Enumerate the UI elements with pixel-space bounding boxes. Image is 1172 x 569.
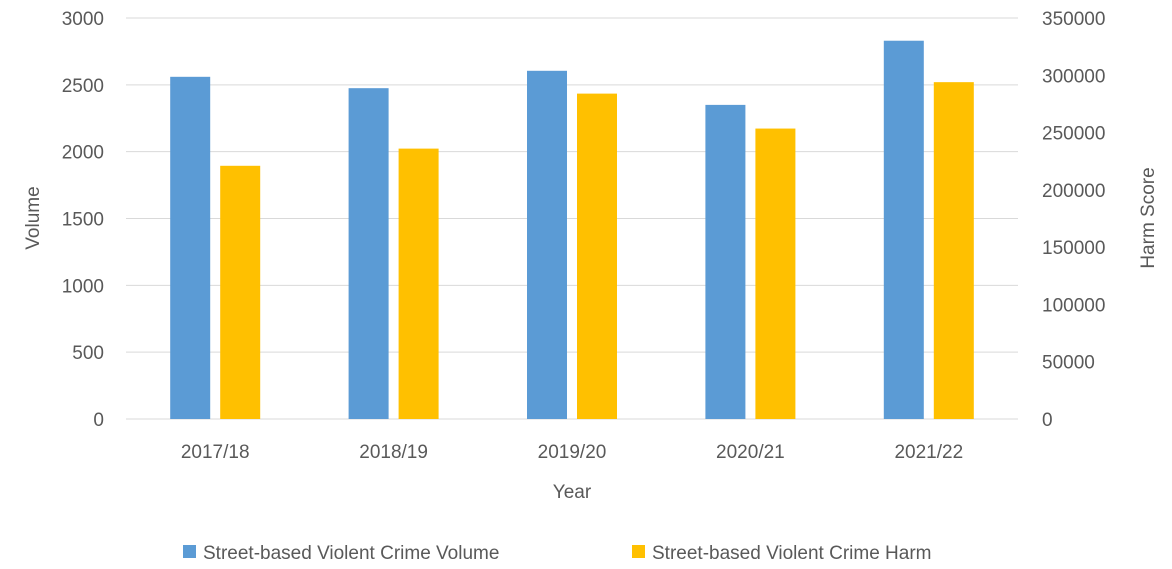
- x-axis-ticks: 2017/18 2018/19 2019/20 2020/21 2021/22: [181, 442, 963, 463]
- bar-volume: [170, 76, 211, 420]
- left-axis-ticks: 0 500 1000 1500 2000 2500 3000: [62, 9, 104, 431]
- y2-tick-label: 0: [1042, 410, 1053, 431]
- y2-tick-label: 200000: [1042, 181, 1105, 202]
- legend-label: Street-based Violent Crime Volume: [203, 543, 499, 564]
- bar-harm: [933, 82, 974, 419]
- legend-swatch: [632, 545, 645, 558]
- y2-tick-label: 100000: [1042, 295, 1105, 316]
- y-tick-label: 1500: [62, 210, 104, 231]
- bar-volume: [348, 88, 389, 420]
- y2-axis-title: Harm Score: [1138, 167, 1159, 268]
- legend: Street-based Violent Crime Volume Street-…: [183, 543, 931, 564]
- y-tick-label: 500: [72, 343, 104, 364]
- x-tick-label: 2017/18: [181, 442, 250, 463]
- y2-tick-label: 50000: [1042, 353, 1095, 374]
- bar-harm: [577, 93, 617, 420]
- bar-harm: [220, 165, 261, 419]
- legend-swatch: [183, 545, 196, 558]
- bar-volume: [527, 70, 567, 419]
- y-axis-title: Volume: [23, 186, 44, 249]
- x-tick-label: 2018/19: [359, 442, 428, 463]
- y-tick-label: 0: [93, 410, 104, 431]
- y2-tick-label: 350000: [1042, 9, 1105, 30]
- x-tick-label: 2021/22: [894, 442, 963, 463]
- bar-volume: [883, 40, 924, 420]
- bars: [170, 40, 974, 420]
- bar-volume: [705, 104, 746, 419]
- y2-tick-label: 300000: [1042, 66, 1105, 87]
- bar-harm: [398, 148, 439, 419]
- x-tick-label: 2019/20: [538, 442, 607, 463]
- y-tick-label: 2500: [62, 76, 104, 97]
- bar-harm: [755, 128, 796, 419]
- y-tick-label: 1000: [62, 276, 104, 297]
- y2-tick-label: 250000: [1042, 124, 1105, 145]
- y-tick-label: 3000: [62, 9, 104, 30]
- x-axis-title: Year: [553, 482, 592, 503]
- right-axis-ticks: 0 50000 100000 150000 200000 250000 300000 3500…: [1042, 9, 1105, 431]
- x-tick-label: 2020/21: [716, 442, 785, 463]
- y2-tick-label: 150000: [1042, 238, 1105, 259]
- gridlines: [126, 17, 1018, 420]
- legend-label: Street-based Violent Crime Harm: [652, 543, 931, 564]
- y-tick-label: 2000: [62, 143, 104, 164]
